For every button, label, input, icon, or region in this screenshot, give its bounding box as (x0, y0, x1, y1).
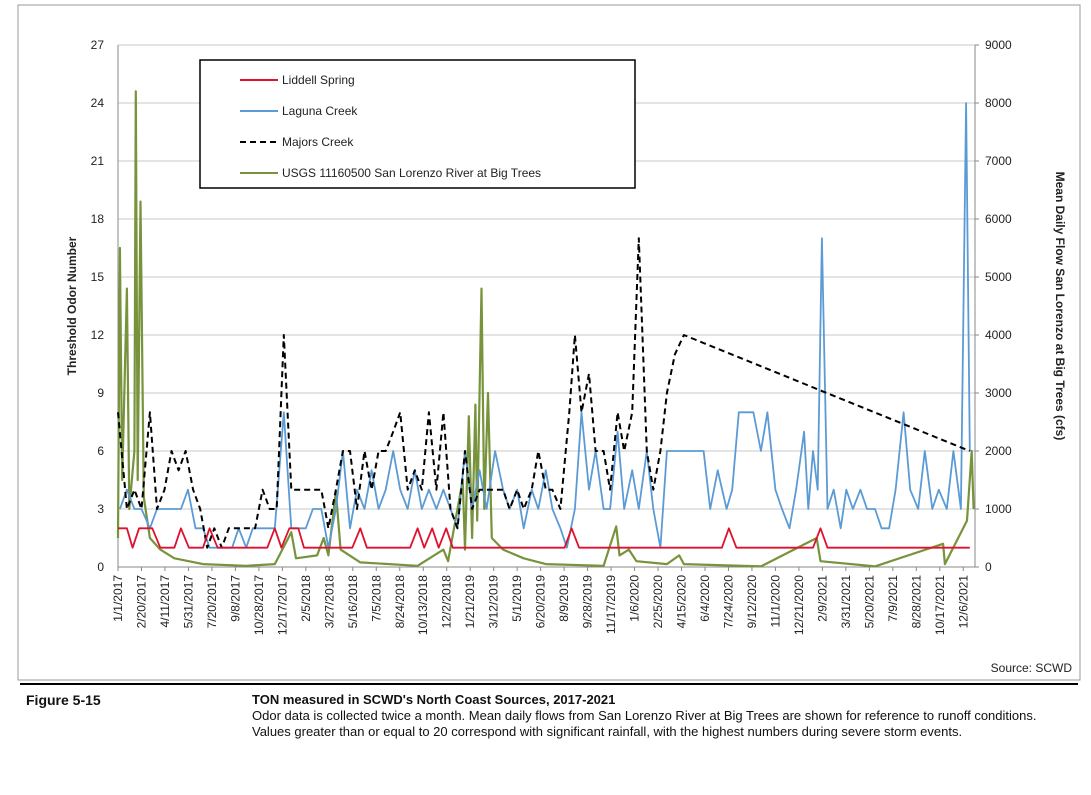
y2-tick-label: 7000 (985, 154, 1012, 168)
legend-label: Liddell Spring (282, 73, 355, 87)
legend-label: USGS 11160500 San Lorenzo River at Big T… (282, 166, 541, 180)
x-tick-label: 11/1/2020 (768, 575, 782, 628)
x-tick-label: 9/8/2017 (228, 575, 242, 622)
x-tick-label: 10/28/2017 (252, 575, 266, 635)
x-tick-label: 5/16/2018 (346, 575, 360, 629)
y-tick-label: 15 (91, 270, 105, 284)
series-line (118, 527, 970, 549)
x-tick-label: 4/15/2020 (675, 575, 689, 629)
y-tick-label: 9 (97, 386, 104, 400)
figure-label: Figure 5-15 (26, 692, 101, 708)
y2-tick-label: 2000 (985, 444, 1012, 458)
x-tick-label: 5/20/2021 (862, 575, 876, 629)
x-tick-label: 2/9/2021 (815, 575, 829, 622)
x-tick-label: 6/4/2020 (698, 575, 712, 622)
x-tick-label: 12/6/2021 (956, 575, 970, 629)
y-tick-label: 24 (91, 96, 105, 110)
y2-axis-title: Mean Daily Flow San Lorenzo at Big Trees… (1053, 172, 1067, 441)
caption-title: TON measured in SCWD's North Coast Sourc… (252, 692, 616, 707)
x-tick-label: 11/17/2019 (604, 575, 618, 634)
x-tick-label: 6/20/2019 (534, 575, 548, 629)
x-tick-label: 5/1/2019 (510, 575, 524, 622)
x-tick-label: 12/21/2020 (792, 575, 806, 635)
legend-label: Laguna Creek (282, 104, 358, 118)
series-line (117, 237, 971, 549)
x-tick-label: 10/17/2021 (933, 575, 947, 635)
x-tick-label: 7/20/2017 (205, 575, 219, 629)
x-tick-label: 12/17/2017 (275, 575, 289, 635)
y2-tick-label: 8000 (985, 96, 1012, 110)
x-tick-label: 5/31/2017 (181, 575, 195, 629)
caption-text: Odor data is collected twice a month. Me… (252, 708, 1037, 739)
x-tick-label: 7/5/2018 (369, 575, 383, 622)
y-tick-label: 6 (97, 444, 104, 458)
y-axis-title: Threshold Odor Number (65, 236, 79, 375)
y2-tick-label: 4000 (985, 328, 1012, 342)
y-tick-label: 18 (91, 212, 105, 226)
y-tick-label: 3 (97, 502, 104, 516)
legend-label: Majors Creek (282, 135, 354, 149)
y2-tick-label: 1000 (985, 502, 1012, 516)
y-tick-label: 27 (91, 38, 105, 52)
chart-frame (17, 4, 1081, 681)
x-tick-label: 2/20/2017 (134, 575, 148, 629)
legend-box (199, 59, 636, 189)
x-tick-label: 12/2/2018 (440, 575, 454, 629)
y-tick-label: 21 (91, 154, 105, 168)
y2-tick-label: 9000 (985, 38, 1012, 52)
y2-tick-label: 0 (985, 560, 992, 574)
y-tick-label: 0 (97, 560, 104, 574)
x-tick-label: 1/1/2017 (111, 575, 125, 622)
x-tick-label: 8/24/2018 (393, 575, 407, 629)
x-tick-label: 8/28/2021 (909, 575, 923, 629)
x-tick-label: 2/25/2020 (651, 575, 665, 629)
x-tick-label: 1/21/2019 (463, 575, 477, 629)
y-tick-label: 12 (91, 328, 105, 342)
x-tick-label: 3/27/2018 (322, 575, 336, 629)
series-line (119, 102, 971, 549)
series-line (116, 90, 975, 568)
x-tick-label: 8/9/2019 (557, 575, 571, 622)
x-tick-label: 10/13/2018 (416, 575, 430, 635)
y2-tick-label: 3000 (985, 386, 1012, 400)
x-tick-label: 3/12/2019 (487, 575, 501, 629)
x-tick-label: 2/5/2018 (299, 575, 313, 622)
x-tick-label: 9/12/2020 (745, 575, 759, 629)
x-tick-label: 1/6/2020 (628, 575, 642, 622)
x-tick-label: 9/28/2019 (581, 575, 595, 629)
y2-tick-label: 5000 (985, 270, 1012, 284)
x-tick-label: 7/24/2020 (721, 575, 735, 629)
x-tick-label: 4/11/2017 (158, 575, 172, 628)
x-tick-label: 7/9/2021 (886, 575, 900, 622)
x-tick-label: 3/31/2021 (839, 575, 853, 629)
y2-tick-label: 6000 (985, 212, 1012, 226)
source: Source: SCWD (991, 661, 1073, 675)
